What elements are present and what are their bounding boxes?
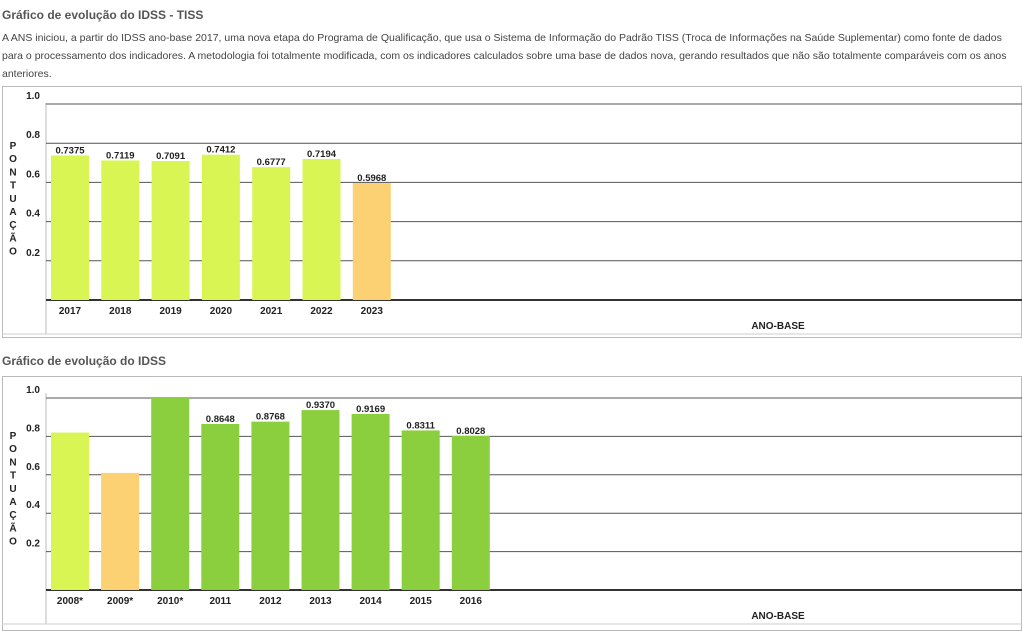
chart-idss-tiss: 1.00.80.60.40.2PONTUAÇÃO0.737520170.7119… xyxy=(2,86,1022,338)
y-tick-label: 0.6 xyxy=(26,462,40,473)
bar-value-label: 0.8311 xyxy=(406,420,435,431)
y-tick-label: 0.4 xyxy=(26,209,40,220)
x-tick-label: 2019 xyxy=(159,306,182,317)
bar xyxy=(302,158,341,300)
chart1-description: A ANS iniciou, a partir do IDSS ano-base… xyxy=(2,32,1007,80)
bar xyxy=(101,160,140,300)
y-axis-title-letter: T xyxy=(10,471,16,482)
y-axis-title-letter: Ã xyxy=(9,521,16,534)
chart1-title: Gráfico de evolução do IDSS - TISS xyxy=(2,8,204,22)
y-tick-label: 0.4 xyxy=(26,500,40,511)
x-tick-label: 2012 xyxy=(259,596,282,607)
bar-value-label: 0.9370 xyxy=(306,400,335,411)
bar-value-label: 0.7119 xyxy=(106,150,135,161)
x-tick-label: 2017 xyxy=(59,306,82,317)
y-axis-title-letter: U xyxy=(9,484,16,495)
x-tick-label: 2010* xyxy=(157,596,183,607)
x-tick-label: 2022 xyxy=(310,306,333,317)
x-tick-label: 2013 xyxy=(309,596,332,607)
y-tick-label: 0.2 xyxy=(26,248,40,259)
bar xyxy=(401,430,440,590)
y-axis-title-letter: Ç xyxy=(9,220,16,231)
y-axis-title-letter: O xyxy=(9,444,17,455)
y-axis-title-letter: Ã xyxy=(9,231,16,244)
bar xyxy=(101,472,140,590)
y-tick-label: 0.2 xyxy=(26,539,40,550)
y-tick-label: 0.8 xyxy=(26,423,40,434)
bar xyxy=(351,413,390,590)
y-axis-title-letter: P xyxy=(10,141,17,152)
y-axis-title-letter: O xyxy=(9,537,17,548)
bar-value-label: 0.7375 xyxy=(55,145,85,156)
y-axis-title-letter: N xyxy=(9,457,16,468)
bar-value-label: 0.5968 xyxy=(357,173,386,184)
y-axis-title-letter: N xyxy=(9,167,16,178)
y-axis-title-letter: Ç xyxy=(9,510,16,521)
x-tick-label: 2014 xyxy=(359,596,382,607)
bar-value-label: 0.8028 xyxy=(456,426,485,437)
x-tick-label: 2016 xyxy=(460,596,483,607)
y-tick-label: 1.0 xyxy=(26,385,40,396)
y-tick-label: 1.0 xyxy=(26,91,40,102)
bar-value-label: 0.6777 xyxy=(257,157,286,168)
chart2-title: Gráfico de evolução do IDSS xyxy=(2,354,167,368)
bar xyxy=(151,161,190,300)
x-tick-label: 2018 xyxy=(109,306,132,317)
y-tick-label: 0.6 xyxy=(26,169,40,180)
y-axis-title-letter: U xyxy=(9,194,16,205)
bar xyxy=(201,423,240,590)
x-tick-label: 2011 xyxy=(209,596,231,607)
y-axis-title-letter: P xyxy=(10,431,17,442)
bar-value-label: 0.7412 xyxy=(206,145,235,156)
bar-value-label: 0.8648 xyxy=(206,414,235,425)
bar-value-label: 0.8768 xyxy=(256,412,285,423)
x-axis-title: ANO-BASE xyxy=(751,611,805,622)
bar xyxy=(352,183,391,300)
y-axis-title-letter: A xyxy=(9,207,16,218)
x-tick-label: 2021 xyxy=(260,306,283,317)
x-tick-label: 2015 xyxy=(410,596,433,607)
y-tick-label: 0.8 xyxy=(26,130,40,141)
y-axis-title-letter: A xyxy=(9,497,16,508)
bar xyxy=(51,155,89,300)
x-axis-title: ANO-BASE xyxy=(751,321,805,332)
x-tick-label: 2023 xyxy=(361,306,384,317)
bar xyxy=(201,154,240,300)
bar xyxy=(301,410,340,590)
bar xyxy=(51,432,89,590)
bar xyxy=(252,167,291,300)
y-axis-title-letter: O xyxy=(9,154,17,165)
bar xyxy=(451,435,490,590)
bar xyxy=(151,398,190,590)
y-axis-title-letter: O xyxy=(9,247,17,258)
bar xyxy=(251,421,290,590)
x-tick-label: 2008* xyxy=(57,596,83,607)
bar-value-label: 0.7091 xyxy=(156,151,186,162)
x-tick-label: 2020 xyxy=(210,306,233,317)
y-axis-title-letter: T xyxy=(10,181,16,192)
bar-value-label: 0.9169 xyxy=(356,404,385,415)
x-tick-label: 2009* xyxy=(107,596,133,607)
bar-value-label: 0.7194 xyxy=(307,149,337,160)
